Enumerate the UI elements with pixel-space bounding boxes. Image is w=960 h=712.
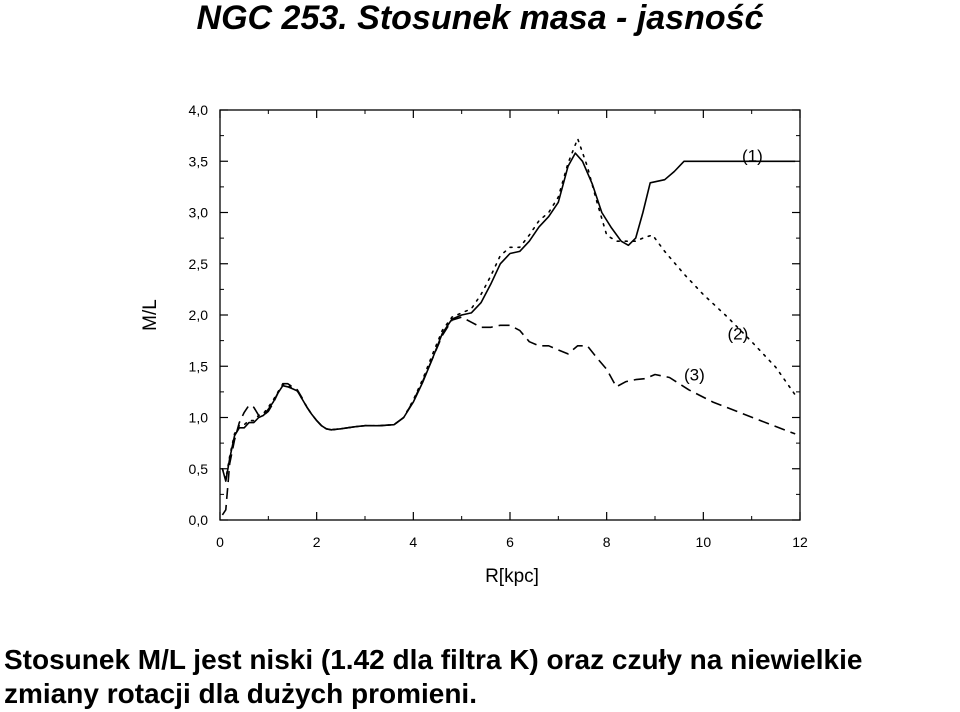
x-tick-label: 8 [603, 534, 611, 550]
y-tick-label: 3,5 [189, 153, 209, 169]
y-tick-label: 2,5 [189, 256, 209, 272]
y-tick-label: 4,0 [189, 102, 209, 118]
y-tick-label: 0,0 [189, 512, 209, 528]
y-axis-title: M/L [140, 299, 161, 331]
axis-ticks: 0,0 0,5 1,0 1,5 2,0 2,5 3,0 3,5 4,0 0 2 4 6 8 10 12 [189, 102, 808, 550]
slide-caption: Stosunek M/L jest niski (1.42 dla filtra… [4, 644, 863, 709]
y-tick-label: 3,0 [189, 205, 209, 221]
y-tick-label: 0,5 [189, 461, 209, 477]
series-label-2: (2) [728, 325, 749, 344]
x-tick-label: 0 [216, 534, 224, 550]
series-label-1: (1) [742, 146, 763, 165]
y-tick-label: 1,5 [189, 358, 209, 374]
series-labels: (1) (2) (3) [684, 146, 763, 384]
series-line-3 [221, 316, 796, 516]
x-tick-label: 2 [313, 534, 321, 550]
x-tick-label: 12 [792, 534, 808, 550]
y-tick-label: 1,0 [189, 410, 209, 426]
series-lines [221, 137, 797, 516]
x-tick-label: 10 [696, 534, 712, 550]
series-line-2 [221, 137, 797, 480]
plot-frame [219, 109, 801, 521]
x-tick-label: 6 [506, 534, 514, 550]
series-label-3: (3) [684, 366, 705, 385]
slide-title: NGC 253. Stosunek masa - jasność [196, 0, 764, 37]
x-axis-title: R[kpc] [485, 566, 539, 587]
y-tick-label: 2,0 [189, 307, 209, 323]
x-tick-label: 4 [409, 534, 417, 550]
series-line-1 [221, 152, 796, 482]
ml-ratio-chart: 0,0 0,5 1,0 1,5 2,0 2,5 3,0 3,5 4,0 0 2 4 6 8 10 12 (1)… [140, 102, 808, 587]
